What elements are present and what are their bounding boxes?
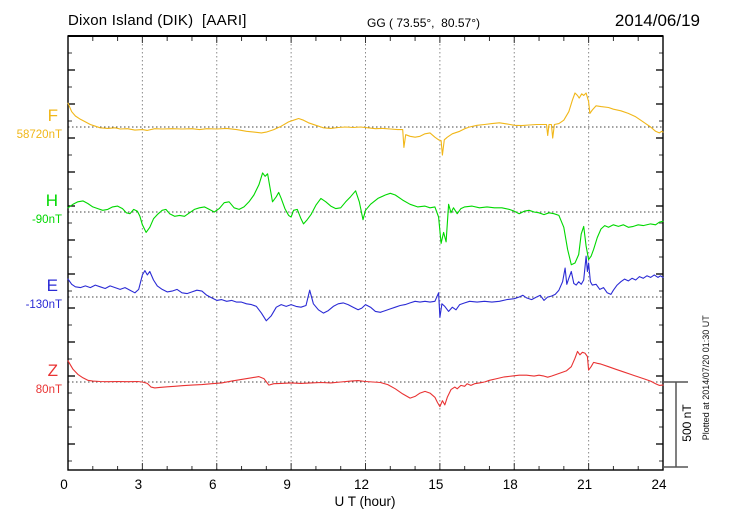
component-letter-Z: Z — [47, 361, 58, 380]
x-tick-label-21: 21 — [577, 477, 593, 492]
trace-F — [67, 92, 664, 156]
x-tick-label-24: 24 — [651, 477, 667, 492]
baseline-value-Z: 80nT — [35, 384, 62, 396]
trace-E — [67, 255, 664, 322]
component-letter-H: H — [45, 191, 58, 210]
observation-date: 2014/06/19 — [614, 11, 700, 30]
x-tick-label-9: 9 — [283, 477, 291, 492]
component-letter-F: F — [47, 106, 58, 125]
trace-Z — [67, 350, 664, 408]
geographic-coordinates: GG ( 73.55°, 80.57°) — [367, 16, 480, 30]
scale-bar-label: 500 nT — [680, 404, 694, 442]
x-axis-title: U T (hour) — [334, 494, 396, 509]
plotted-at-note: Plotted at 2014/07/20 01:30 UT — [700, 315, 711, 441]
component-letter-E: E — [46, 276, 58, 295]
x-tick-label-6: 6 — [208, 477, 217, 492]
trace-H — [67, 172, 664, 266]
baseline-value-F: 58720nT — [16, 129, 62, 141]
x-tick-label-12: 12 — [353, 477, 370, 492]
x-tick-label-0: 0 — [60, 477, 68, 492]
baseline-value-E: -130nT — [25, 299, 62, 311]
station-title: Dixon Island (DIK) [AARI] — [68, 12, 247, 29]
scale-bar — [663, 381, 688, 468]
x-tick-label-15: 15 — [428, 477, 444, 492]
x-tick-label-3: 3 — [134, 477, 143, 492]
baseline-value-H: -90nT — [31, 214, 62, 226]
x-tick-label-18: 18 — [502, 477, 518, 492]
